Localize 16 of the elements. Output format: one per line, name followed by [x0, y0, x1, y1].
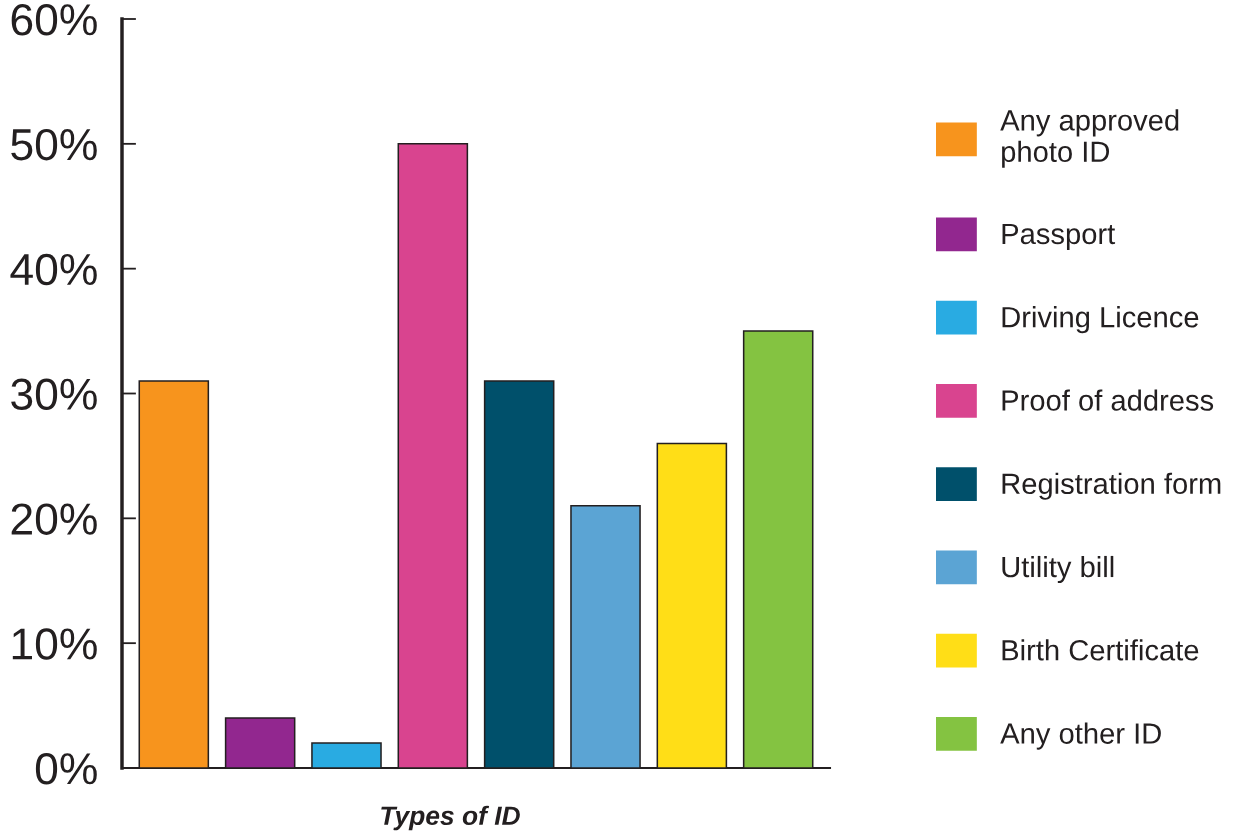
- legend-label: Utility bill: [1002, 555, 1114, 584]
- y-tick-label: 50%: [11, 128, 97, 161]
- legend-label: Any approved photo ID: [1000, 109, 1179, 168]
- legend-label: Registration form: [1002, 472, 1221, 500]
- y-tick-label: 10%: [12, 628, 97, 660]
- legend-label: Proof of address: [1002, 389, 1214, 411]
- x-axis-title: Types of ID: [381, 805, 520, 831]
- y-tick-label: 60%: [11, 4, 97, 36]
- y-tick-label: 30%: [11, 378, 97, 411]
- y-tick-label: 40%: [10, 253, 97, 286]
- y-tick-label: 0%: [35, 753, 97, 785]
- legend-label: Driving Licence: [1002, 306, 1199, 334]
- y-tick-label: 20%: [11, 503, 97, 535]
- legend-label: Any other ID: [1000, 722, 1161, 750]
- legend-label: Birth Certificate: [1002, 639, 1199, 661]
- legend-label: Passport: [1002, 223, 1116, 251]
